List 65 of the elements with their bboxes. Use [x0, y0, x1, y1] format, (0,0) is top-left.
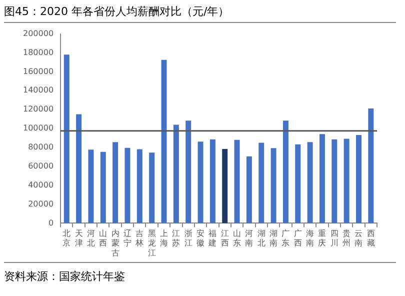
y-tick-label: 140000: [22, 86, 54, 95]
bar: [136, 149, 142, 224]
x-tick-label: 西藏: [366, 229, 375, 248]
y-tick-label: 20000: [28, 199, 54, 208]
x-tick-label: 上海: [160, 229, 168, 248]
text: 资料来源：国家统计年鉴: [4, 262, 396, 284]
bar: [332, 139, 338, 224]
bar: [270, 148, 276, 224]
x-tick-label: 山东: [233, 229, 242, 248]
x-tick-label: 江西: [220, 229, 229, 248]
x-tick-label: 辽宁: [123, 229, 132, 248]
y-tick-label: 60000: [28, 161, 54, 170]
bar: [210, 139, 216, 224]
bar: [344, 138, 350, 224]
x-tick-label: 贵州: [342, 229, 351, 248]
bar: [173, 124, 179, 224]
x-tick-label: 福建: [208, 229, 217, 248]
bar: [222, 148, 228, 224]
y-tick-label: 120000: [22, 104, 54, 114]
x-tick-label: 湖南: [270, 229, 278, 248]
x-tick-label: 黑龙江: [148, 229, 156, 258]
x-tick-label: 河南: [245, 229, 254, 248]
x-tick-label: 山西: [99, 229, 108, 248]
y-tick-label: 160000: [22, 66, 54, 76]
y-tick-label: 80000: [28, 142, 54, 152]
x-tick-label: 江苏: [172, 229, 180, 248]
x-tick-label: 天津: [74, 229, 83, 248]
x-tick-label: 重庆: [318, 229, 326, 248]
x-tick-label: 内蒙古: [111, 229, 120, 258]
bar: [307, 142, 313, 224]
bar: [368, 108, 374, 224]
bar: [112, 142, 118, 224]
x-tick-label: 北京: [62, 229, 71, 248]
bar: [258, 142, 264, 224]
bar: [124, 148, 130, 224]
bar: [198, 142, 204, 224]
bar: [282, 120, 288, 224]
x-tick-label: 广西: [294, 229, 302, 248]
chart-title: 图45：2020 年各省份人均薪酬对比（元/年）: [4, 4, 396, 23]
x-tick-label: 安徽: [196, 229, 205, 248]
bar: [246, 156, 252, 224]
y-tick-label: 0: [48, 218, 54, 228]
y-tick-label: 180000: [22, 48, 54, 57]
bar: [100, 152, 106, 224]
y-tick-label: 200000: [22, 28, 54, 38]
bar: [295, 144, 301, 224]
x-tick-label: 吉林: [134, 229, 144, 248]
bar: [149, 152, 155, 224]
x-tick-label: 广东: [282, 229, 290, 248]
bar: [161, 60, 167, 224]
y-tick-label: 100000: [22, 124, 54, 133]
x-tick-label: 湖北: [257, 229, 266, 248]
y-tick-label: 40000: [28, 180, 54, 190]
x-tick-label: 河北: [86, 229, 95, 248]
x-tick-label: 浙江: [184, 229, 192, 248]
x-tick-label: 云南: [354, 229, 363, 248]
x-tick-label: 四川: [330, 229, 338, 248]
bar: [186, 120, 192, 224]
bar: [76, 114, 82, 224]
bar: [356, 134, 362, 224]
bar: [234, 140, 240, 224]
bar: [88, 150, 94, 224]
x-tick-label: 海南: [306, 229, 314, 248]
bar: [319, 134, 325, 224]
bar: [64, 54, 70, 224]
